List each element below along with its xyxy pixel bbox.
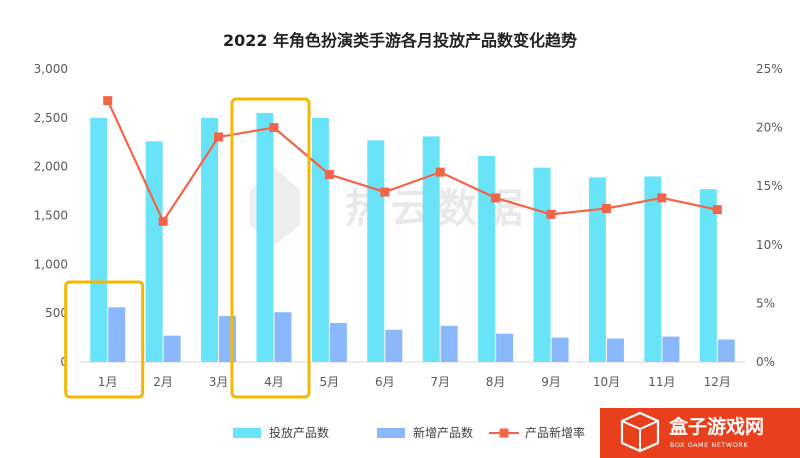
bar-投放产品数 [644, 176, 662, 362]
bar-投放产品数 [90, 117, 108, 362]
bar-投放产品数 [311, 117, 329, 362]
line-point-产品新增率 [712, 205, 722, 215]
y-right-tick-label: 10% [756, 238, 783, 252]
line-point-产品新增率 [546, 209, 556, 219]
y-left-tick-label: 2,000 [34, 160, 68, 174]
line-point-产品新增率 [380, 187, 390, 197]
bar-投放产品数 [201, 117, 219, 362]
y-left-tick-label: 1,500 [34, 209, 68, 223]
x-tick-label: 1月 [98, 375, 118, 389]
x-tick-label: 8月 [486, 375, 506, 389]
legend-label: 产品新增率 [525, 425, 585, 440]
bar-新增产品数 [163, 335, 181, 362]
x-tick-label: 10月 [593, 375, 620, 389]
y-left-tick-label: 3,000 [34, 62, 68, 76]
bar-新增产品数 [717, 339, 735, 362]
y-left-tick-label: 500 [45, 306, 68, 320]
highlight-boxes [64, 97, 311, 399]
bar-投放产品数 [145, 141, 163, 362]
bar-投放产品数 [588, 177, 606, 362]
y-right-tick-label: 5% [756, 296, 775, 310]
line-point-产品新增率 [435, 167, 445, 177]
legend-label: 投放产品数 [269, 425, 329, 440]
bar-新增产品数 [440, 325, 458, 362]
x-tick-label: 12月 [704, 375, 731, 389]
y-axis-right: 25% 20% 15% 10% 5% 0% [756, 62, 783, 369]
y-left-tick-label: 0 [60, 355, 68, 369]
line-产品新增率 [106, 100, 718, 224]
logo: 盒子游戏网 BOX GAME NETWORK [600, 408, 800, 458]
line-series [103, 96, 722, 226]
legend-swatch [377, 428, 405, 438]
bar-投放产品数 [699, 189, 717, 362]
legend-swatch [233, 428, 261, 438]
line-point-产品新增率 [214, 132, 224, 142]
y-right-tick-label: 0% [756, 355, 775, 369]
legend: 投放产品数 新增产品数 产品新增率 [233, 425, 585, 440]
bar-新增产品数 [108, 307, 126, 362]
line-point-产品新增率 [324, 169, 334, 179]
y-left-tick-label: 1,000 [34, 257, 68, 271]
line-point-产品新增率 [491, 193, 501, 203]
y-right-tick-label: 15% [756, 179, 783, 193]
bar-新增产品数 [496, 333, 514, 362]
bar-新增产品数 [385, 329, 403, 362]
bar-新增产品数 [551, 337, 569, 362]
x-tick-label: 9月 [541, 375, 561, 389]
bar-新增产品数 [606, 338, 624, 362]
line-point-产品新增率 [158, 216, 168, 226]
line-point-产品新增率 [269, 123, 279, 133]
x-tick-label: 4月 [264, 375, 284, 389]
logo-title: 盒子游戏网 [668, 415, 764, 438]
x-axis: 1月 2月 3月 4月 5月 6月 7月 8月 9月 10月 11月 12月 [98, 375, 731, 389]
y-right-tick-label: 25% [756, 62, 783, 76]
bar-投放产品数 [533, 167, 551, 362]
bar-投放产品数 [422, 136, 440, 362]
bar-新增产品数 [274, 312, 292, 362]
logo-cube-icon [620, 411, 660, 453]
line-point-产品新增率 [657, 193, 667, 203]
bar-投放产品数 [256, 112, 274, 362]
y-right-tick-label: 20% [756, 121, 783, 135]
bar-投放产品数 [367, 140, 385, 362]
logo-subtitle: BOX GAME NETWORK [670, 441, 748, 449]
line-point-产品新增率 [103, 96, 113, 106]
bar-series [90, 112, 735, 362]
bar-投放产品数 [478, 155, 496, 362]
y-axis-left: 3,000 2,500 2,000 1,500 1,000 500 0 [34, 62, 68, 369]
x-tick-label: 6月 [375, 375, 395, 389]
chart-title: 2022 年角色扮演类手游各月投放产品数变化趋势 [223, 31, 577, 50]
legend-swatch-marker [499, 428, 509, 438]
highlight-box [230, 97, 311, 399]
x-tick-label: 3月 [209, 375, 229, 389]
x-tick-label: 11月 [648, 375, 675, 389]
bar-新增产品数 [219, 316, 237, 362]
line-point-产品新增率 [601, 203, 611, 213]
bar-新增产品数 [329, 322, 347, 362]
x-tick-label: 2月 [153, 375, 173, 389]
legend-label: 新增产品数 [413, 425, 473, 440]
x-tick-label: 5月 [320, 375, 340, 389]
bar-新增产品数 [662, 336, 680, 362]
x-tick-label: 7月 [430, 375, 450, 389]
y-left-tick-label: 2,500 [34, 111, 68, 125]
highlight-box [64, 280, 145, 399]
